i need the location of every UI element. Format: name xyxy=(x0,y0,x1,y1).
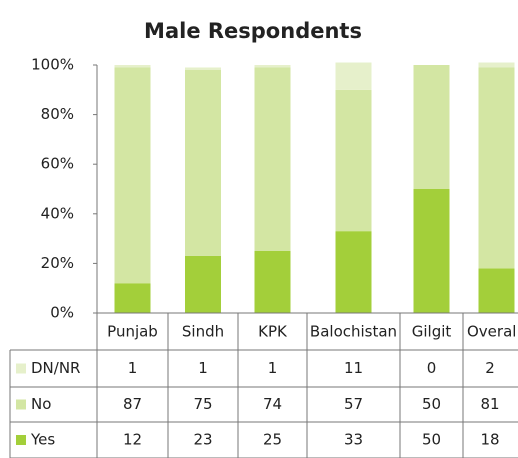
bar-segment xyxy=(254,65,291,68)
data-label: 87 xyxy=(123,395,142,413)
legend-label: No xyxy=(31,395,51,413)
y-tick-label: 40% xyxy=(41,204,74,222)
chart-title: Male Respondents xyxy=(144,19,362,43)
bar-segment xyxy=(114,65,151,68)
y-tick-label: 0% xyxy=(50,304,74,322)
data-label: 0 xyxy=(427,359,437,377)
legend-label: DN/NR xyxy=(31,359,80,377)
bar-segment xyxy=(478,268,515,313)
x-tick-label: Gilgit xyxy=(412,323,452,341)
data-label: 57 xyxy=(344,395,363,413)
bar-segment xyxy=(114,67,151,284)
y-tick-label: 20% xyxy=(41,254,74,272)
data-label: 18 xyxy=(480,431,499,449)
legend-swatch xyxy=(16,435,26,445)
bar-segment xyxy=(478,62,515,68)
x-tick-label: Punjab xyxy=(107,323,158,341)
data-label: 11 xyxy=(344,359,363,377)
bar-segment xyxy=(114,283,151,313)
y-tick-label: 100% xyxy=(31,56,74,74)
data-label: 12 xyxy=(123,431,142,449)
bar-segment xyxy=(478,67,515,269)
bar-segment xyxy=(413,65,450,189)
data-label: 81 xyxy=(480,395,499,413)
bar-segment xyxy=(185,67,221,70)
bar-segment xyxy=(254,251,291,313)
data-label: 50 xyxy=(422,395,441,413)
data-label: 23 xyxy=(193,431,212,449)
data-label: 1 xyxy=(198,359,208,377)
x-tick-label: Overal xyxy=(467,323,516,341)
legend-swatch xyxy=(16,399,26,410)
bar-segment xyxy=(335,89,372,232)
data-label: 50 xyxy=(422,431,441,449)
bar-segment xyxy=(413,189,450,313)
bar-segment xyxy=(185,255,221,313)
legend-label: Yes xyxy=(30,431,55,449)
x-tick-label: Sindh xyxy=(182,323,224,341)
data-label: 2 xyxy=(485,359,495,377)
data-label: 33 xyxy=(344,431,363,449)
bar-segment xyxy=(185,69,221,256)
data-label: 1 xyxy=(268,359,278,377)
bar-segment xyxy=(335,231,372,313)
x-tick-label: KPK xyxy=(258,323,288,341)
bar-segment xyxy=(254,67,291,251)
legend-swatch xyxy=(16,363,26,374)
y-tick-label: 60% xyxy=(41,155,74,173)
bar-segment xyxy=(335,62,372,90)
data-label: 25 xyxy=(263,431,282,449)
data-label: 1 xyxy=(128,359,138,377)
y-tick-label: 80% xyxy=(41,105,74,123)
x-tick-label: Balochistan xyxy=(310,323,397,341)
data-label: 75 xyxy=(193,395,212,413)
data-label: 74 xyxy=(263,395,282,413)
